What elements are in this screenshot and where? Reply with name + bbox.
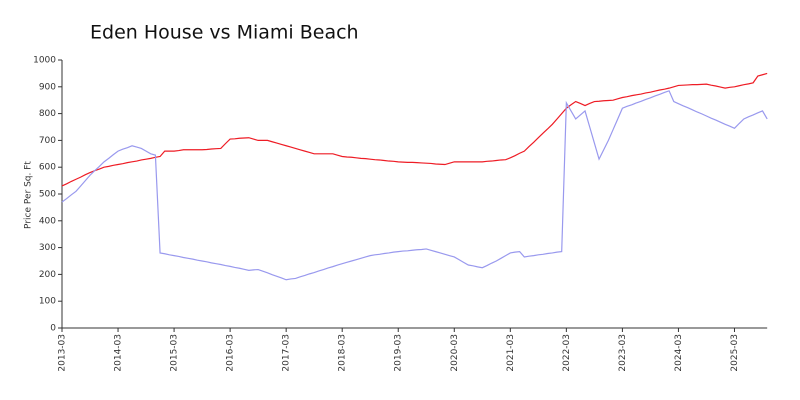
x-tick-label: 2013-03 [58, 334, 68, 372]
x-tick-label: 2014-03 [114, 334, 124, 372]
x-tick-label: 2020-03 [450, 334, 460, 372]
series-line [61, 90, 768, 281]
x-tick-label: 2016-03 [226, 334, 236, 372]
x-tick-label: 2015-03 [170, 334, 180, 372]
y-tick-label: 800 [39, 109, 56, 119]
y-tick-label: 200 [39, 270, 56, 280]
chart-title: Eden House vs Miami Beach [90, 22, 359, 44]
series-line [61, 72, 768, 187]
x-tick-label: 2023-03 [618, 334, 628, 372]
y-tick-label: 100 [39, 297, 56, 307]
x-tick-label: 2021-03 [506, 334, 516, 372]
x-tick-label: 2025-03 [730, 334, 740, 372]
y-tick-label: 300 [39, 243, 56, 253]
y-tick-label: 600 [39, 163, 56, 173]
y-tick-label: 500 [39, 190, 56, 200]
x-tick-label: 2019-03 [394, 334, 404, 372]
x-tick-label: 2017-03 [282, 334, 292, 372]
x-tick-label: 2022-03 [562, 334, 572, 372]
x-tick-label: 2018-03 [338, 334, 348, 372]
y-tick-label: 1000 [33, 56, 56, 66]
x-tick-label: 2024-03 [674, 334, 684, 372]
y-tick-label: 900 [39, 82, 56, 92]
y-axis-label: Price Per Sq. Ft [24, 161, 34, 229]
y-tick-label: 0 [50, 324, 56, 334]
y-tick-label: 400 [39, 216, 56, 226]
y-tick-label: 700 [39, 136, 56, 146]
